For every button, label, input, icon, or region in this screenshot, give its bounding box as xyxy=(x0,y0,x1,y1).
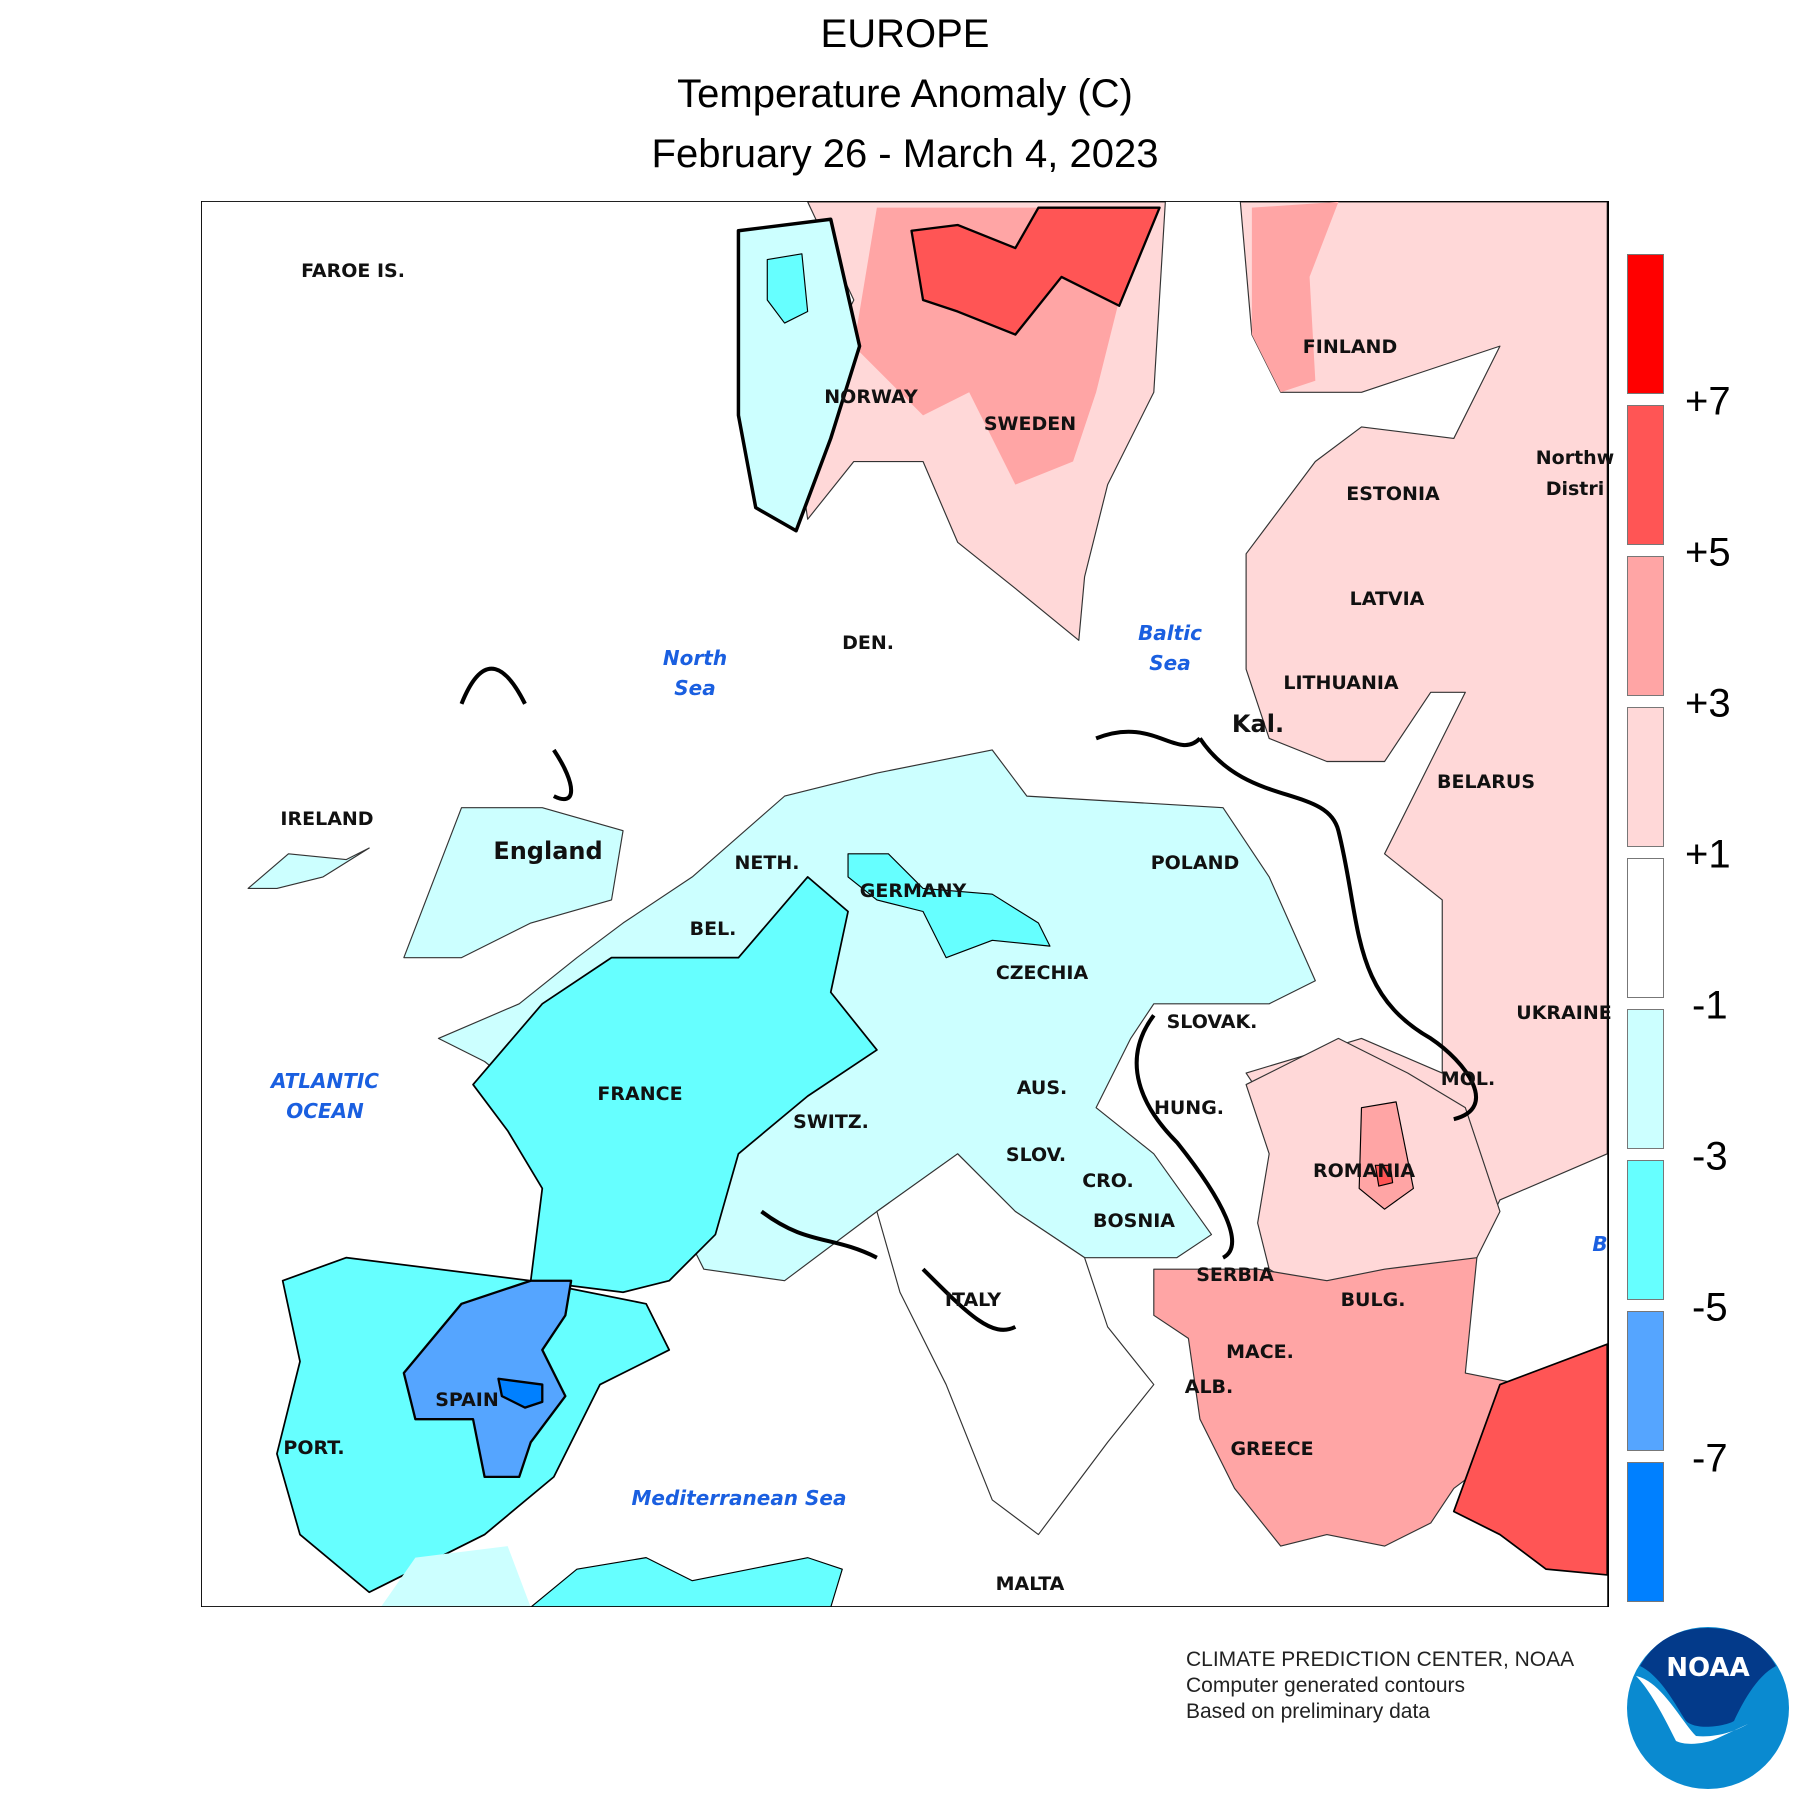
country-label: CRO. xyxy=(1082,1170,1134,1192)
country-label: ALB. xyxy=(1184,1376,1234,1398)
country-label: CZECHIA xyxy=(995,962,1089,984)
country-label: NETH. xyxy=(734,852,800,874)
country-label: FRANCE xyxy=(597,1083,683,1105)
credit-line-2: Computer generated contours xyxy=(1186,1674,1465,1697)
credit-line-1: CLIMATE PREDICTION CENTER, NOAA xyxy=(1186,1648,1575,1671)
country-label: POLAND xyxy=(1150,852,1240,874)
legend-tick-label: +1 xyxy=(1685,832,1731,877)
country-label: HUNG. xyxy=(1153,1097,1225,1119)
country-label: Distri xyxy=(1545,478,1605,500)
legend-tick-label: -5 xyxy=(1692,1285,1728,1330)
contour-zero-line xyxy=(1095,729,1478,1260)
region-sweden-red xyxy=(910,206,1161,336)
region-africa-cyan xyxy=(530,1557,843,1607)
svg-text:NOAA: NOAA xyxy=(1666,1653,1749,1683)
country-label: GREECE xyxy=(1230,1438,1314,1460)
credit-line-3: Based on preliminary data xyxy=(1186,1700,1430,1723)
legend-tick-label: -3 xyxy=(1692,1134,1728,1179)
sea-label-black-sea: B xyxy=(1592,1232,1608,1256)
legend-tick-label: +3 xyxy=(1685,681,1731,726)
legend-tick-label: +5 xyxy=(1685,530,1731,575)
region-uk-lightcyan xyxy=(403,807,624,959)
region-africa-lightcyan xyxy=(380,1546,531,1607)
country-label: BEL. xyxy=(689,918,737,940)
region-romania-red xyxy=(1374,1164,1394,1187)
sea-label-line: Sea xyxy=(674,676,716,700)
region-france-cyan xyxy=(472,876,878,1294)
country-label: SWEDEN xyxy=(983,413,1077,435)
sea-label-line: Baltic xyxy=(1138,621,1202,645)
legend-tick-label: -7 xyxy=(1692,1436,1728,1481)
sea-label-line: North xyxy=(662,646,728,670)
country-label: MALTA xyxy=(995,1573,1065,1595)
legend-tick-label: +7 xyxy=(1685,379,1731,424)
region-norway-cyan-core xyxy=(766,253,809,324)
anomaly-map xyxy=(201,201,1609,1607)
country-label: Northw xyxy=(1535,447,1615,469)
legend-swatch xyxy=(1627,1009,1664,1149)
legend-swatch xyxy=(1627,405,1664,545)
sea-label-atlantic: ATLANTIC OCEAN xyxy=(271,1066,379,1126)
sea-label-baltic-sea: Baltic Sea xyxy=(1138,618,1202,678)
map-frame xyxy=(201,201,1609,1607)
country-label: LATVIA xyxy=(1349,588,1425,610)
legend-tick-label: -1 xyxy=(1692,983,1728,1028)
country-label: BELARUS xyxy=(1436,771,1536,793)
region-ireland-lightcyan xyxy=(247,847,370,890)
country-label: MOL. xyxy=(1440,1068,1496,1090)
region-greece-salmon xyxy=(1153,1257,1524,1547)
country-label: NORWAY xyxy=(824,386,918,408)
country-label: SPAIN xyxy=(435,1389,499,1411)
sea-label-mediterranean: Mediterranean Sea xyxy=(631,1486,847,1510)
country-label: BOSNIA xyxy=(1093,1210,1175,1232)
country-label: Kal. xyxy=(1231,710,1285,738)
legend-swatch xyxy=(1627,254,1664,394)
map-area xyxy=(201,201,1609,1607)
noaa-logo: NOAA xyxy=(1627,1627,1789,1789)
country-label: GERMANY xyxy=(859,880,967,902)
legend-swatch xyxy=(1627,858,1664,998)
country-label: SLOVAK. xyxy=(1166,1011,1258,1033)
country-label: ESTONIA xyxy=(1346,483,1440,505)
region-spain-blue xyxy=(402,1279,573,1479)
country-label: SWITZ. xyxy=(793,1111,869,1133)
region-spain-darkblue xyxy=(497,1377,544,1409)
legend-swatch xyxy=(1627,1462,1664,1602)
region-romania-salmon xyxy=(1358,1101,1414,1210)
region-italy-white xyxy=(876,1153,1155,1536)
map-period: February 26 - March 4, 2023 xyxy=(651,132,1159,176)
sea-label-line: OCEAN xyxy=(286,1099,364,1123)
sea-label-line: ATLANTIC xyxy=(271,1069,379,1093)
region-germany-cyan xyxy=(847,853,1051,959)
country-label: AUS. xyxy=(1016,1077,1068,1099)
country-label: PORT. xyxy=(283,1437,345,1459)
country-label: England xyxy=(493,837,603,865)
country-label: UKRAINE xyxy=(1516,1002,1612,1024)
country-label: LITHUANIA xyxy=(1283,672,1399,694)
country-label: SERBIA xyxy=(1196,1264,1274,1286)
country-label: ROMANIA xyxy=(1312,1160,1416,1182)
country-label: FAROE IS. xyxy=(301,260,405,282)
country-label: MACE. xyxy=(1226,1341,1294,1363)
country-label: IRELAND xyxy=(280,808,374,830)
contour-uk-line xyxy=(459,666,1017,1332)
sea-label-north-sea: North Sea xyxy=(663,643,727,703)
legend-swatch xyxy=(1627,1311,1664,1451)
map-region-title: EUROPE xyxy=(820,12,990,56)
country-label: ITALY xyxy=(944,1289,1002,1311)
legend-swatch xyxy=(1627,556,1664,696)
legend-swatch xyxy=(1627,707,1664,847)
sea-label-line: Sea xyxy=(1149,651,1191,675)
country-label: DEN. xyxy=(842,632,894,654)
region-finland-salmon xyxy=(1251,201,1339,393)
country-label: FINLAND xyxy=(1302,336,1398,358)
legend-swatch xyxy=(1627,1160,1664,1300)
map-title: Temperature Anomaly (C) xyxy=(677,72,1133,116)
country-label: SLOV. xyxy=(1005,1144,1067,1166)
country-label: BULG. xyxy=(1340,1289,1406,1311)
